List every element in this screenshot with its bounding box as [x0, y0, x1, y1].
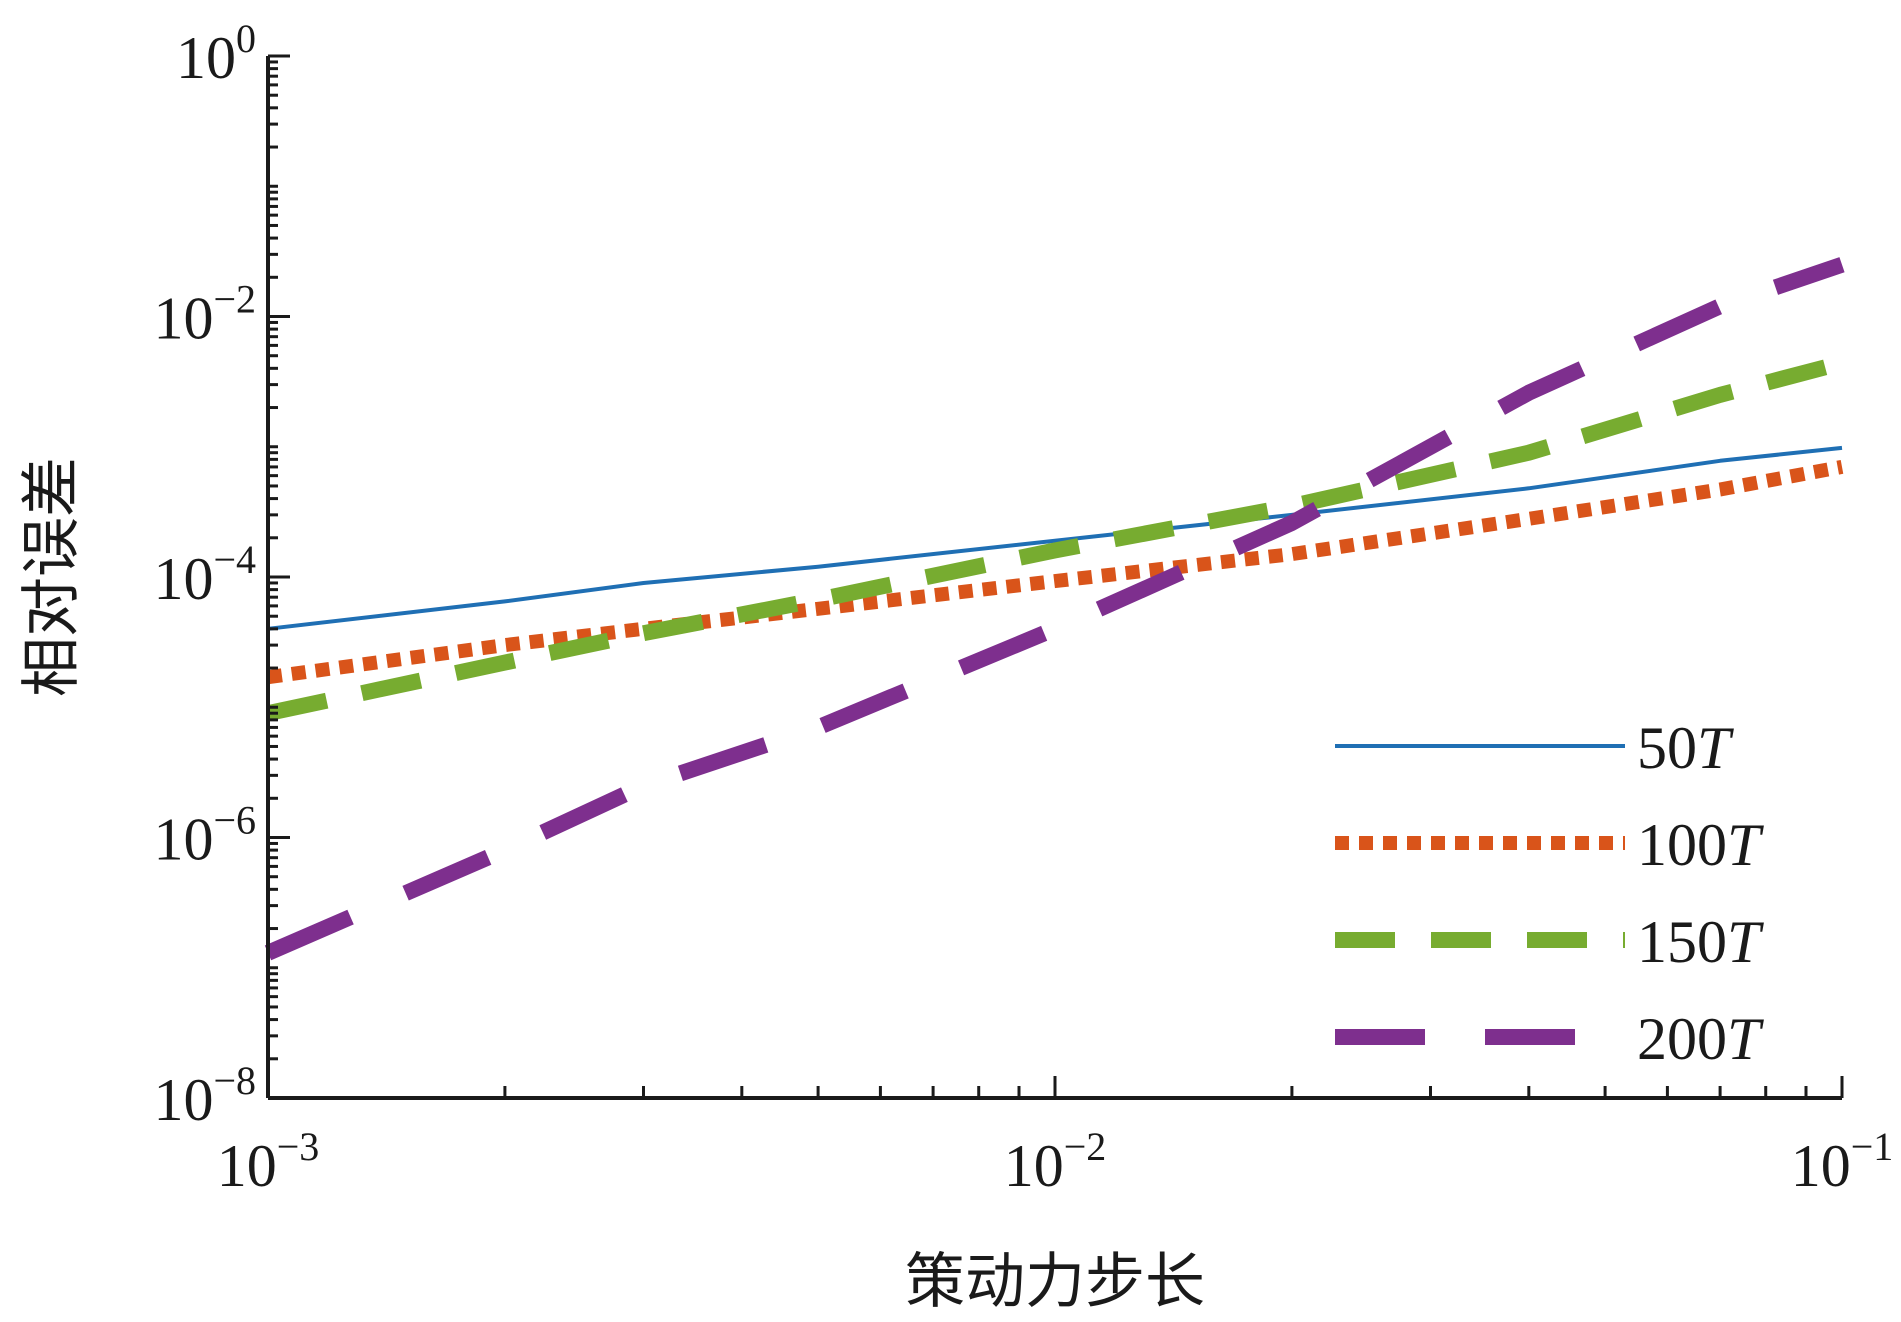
axes: 10−3 10−2 10−1 100 10−2 10−4 10−6 10−8: [153, 16, 1893, 1199]
series-line-150: [266, 355, 1845, 722]
series-layer: [264, 257, 1845, 961]
x-axis-title: 策动力步长: [905, 1249, 1205, 1315]
y-tick-label: 10−4: [153, 537, 256, 612]
legend-label-50: 50T: [1637, 715, 1734, 781]
legend-label-100: 100T: [1637, 812, 1764, 878]
series-line-200: [264, 257, 1845, 961]
x-tick-label: 10−2: [1004, 1124, 1107, 1199]
x-tick-label: 10−1: [1791, 1124, 1894, 1199]
x-tick-label: 10−3: [217, 1124, 320, 1199]
legend-label-200: 200T: [1637, 1006, 1764, 1072]
y-axis-title: 相对误差: [19, 457, 85, 697]
series-line-50: [267, 445, 1843, 631]
legend-label-150: 150T: [1637, 909, 1764, 975]
series-line-100: [267, 460, 1844, 685]
y-tick-label: 10−6: [153, 798, 256, 873]
y-tick-label: 10−8: [153, 1058, 256, 1133]
y-tick-label: 10−2: [153, 277, 256, 352]
y-tick-label: 100: [176, 16, 256, 91]
legend: 50T 100T 150T 200T: [1335, 715, 1764, 1072]
